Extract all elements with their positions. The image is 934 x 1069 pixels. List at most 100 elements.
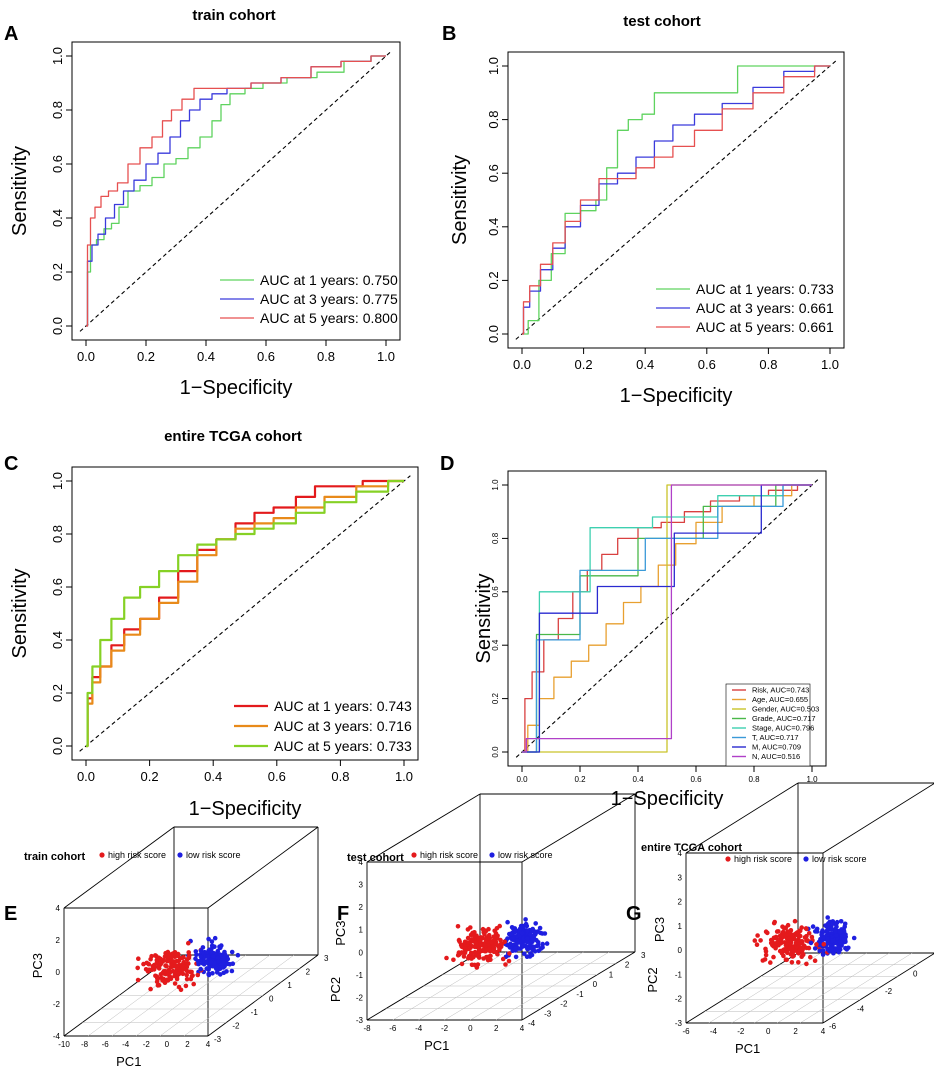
low-risk-point — [851, 935, 857, 941]
low-risk-point — [838, 919, 844, 924]
high-risk-point — [451, 957, 456, 963]
low-risk-point — [537, 925, 543, 931]
y-tick-label: 0.4 — [50, 631, 65, 649]
y-axis-label: Sensitivity — [473, 573, 495, 663]
x-tick-label: 1.0 — [821, 357, 839, 372]
panel-letter: D — [440, 453, 454, 475]
low-risk-point — [828, 947, 834, 952]
x-tick-label: 1.0 — [377, 349, 395, 364]
low-risk-point — [206, 936, 211, 942]
z-tick-label: 3 — [324, 954, 329, 963]
low-risk-point — [529, 952, 535, 958]
low-risk-point — [204, 966, 210, 971]
y-tick-label: 4 — [56, 904, 61, 913]
y-tick-label: 3 — [359, 881, 364, 890]
x-tick-label: 0.6 — [268, 769, 286, 784]
y-axis-label: Sensitivity — [9, 568, 31, 658]
x-tick-label: 0.0 — [513, 357, 531, 372]
y-tick-label: 4 — [678, 849, 683, 858]
roc-line-a-1 — [86, 55, 386, 327]
panel-letter: B — [442, 23, 456, 45]
low-risk-point — [838, 940, 844, 946]
low-risk-point — [507, 945, 513, 950]
x-axis-label: 1−Specificity — [180, 377, 293, 399]
x-tick-label: 0.4 — [204, 769, 222, 784]
high-risk-point — [791, 953, 796, 958]
y-axis-label: Sensitivity — [9, 146, 31, 236]
high-risk-point — [180, 965, 185, 970]
high-risk-point — [184, 976, 190, 982]
panel-letter: F — [337, 903, 349, 925]
low-risk-point — [215, 948, 221, 954]
x-tick-label: 2 — [494, 1024, 499, 1033]
high-risk-point — [152, 965, 157, 971]
high-risk-point — [787, 936, 792, 941]
legend-box — [725, 683, 811, 767]
legend-label: AUC at 1 years: 0.743 — [274, 698, 412, 714]
roc-line-d-6 — [522, 484, 812, 753]
low-risk-point — [842, 921, 848, 927]
panel-letter: A — [4, 23, 18, 45]
high-risk-point — [804, 933, 809, 939]
low-risk-point — [829, 921, 835, 927]
low-risk-point — [214, 970, 220, 975]
low-risk-point — [509, 931, 514, 937]
low-risk-point — [193, 949, 199, 954]
high-risk-point — [806, 931, 812, 936]
high-risk-point — [789, 960, 795, 965]
low-risk-point — [813, 929, 818, 934]
high-risk-point — [804, 926, 809, 932]
z-tick-label: 3 — [641, 951, 646, 960]
chart-title: test cohort — [623, 13, 701, 30]
legend-label: AUC at 1 years: 0.733 — [696, 281, 834, 297]
high-risk-point — [482, 932, 487, 937]
high-risk-point — [149, 953, 154, 959]
x-tick-label: 0.8 — [748, 775, 760, 784]
legend-dot — [411, 852, 417, 858]
plot-frame — [71, 466, 419, 761]
legend-label: M, AUC=0.709 — [752, 743, 801, 752]
low-risk-point — [204, 950, 209, 955]
y-tick-label: 0.0 — [50, 737, 65, 755]
high-risk-point — [165, 958, 170, 964]
x-tick-label: 0.0 — [77, 349, 95, 364]
legend-label: low risk score — [186, 850, 241, 860]
y-tick-label: 0 — [359, 948, 364, 957]
high-risk-point — [790, 945, 795, 951]
low-risk-point — [825, 936, 830, 942]
y-axis-label: Sensitivity — [449, 155, 471, 245]
roc-line-a-3 — [86, 55, 386, 327]
high-risk-point — [777, 948, 783, 954]
x-tick-label: -2 — [143, 1040, 151, 1049]
roc-line-d-7 — [522, 484, 812, 753]
high-risk-point — [465, 935, 471, 941]
low-risk-point — [204, 960, 209, 965]
high-risk-point — [469, 962, 475, 968]
y-axis-label: PC3 — [30, 953, 45, 978]
chart-title: test cohort — [347, 852, 404, 864]
z-tick-label: 0 — [593, 980, 598, 989]
high-risk-point — [135, 965, 140, 971]
high-risk-point — [763, 952, 769, 958]
high-risk-point — [494, 926, 500, 931]
legend-label: high risk score — [420, 850, 478, 860]
y-tick-label: -2 — [356, 993, 364, 1002]
high-risk-point — [476, 953, 482, 958]
z-tick-label: -2 — [232, 1022, 240, 1031]
high-risk-point — [178, 987, 184, 993]
high-risk-point — [158, 961, 164, 966]
high-risk-point — [156, 955, 162, 961]
x-tick-label: 2 — [793, 1027, 798, 1036]
y-tick-label: 0.0 — [50, 317, 65, 335]
low-risk-point — [510, 935, 516, 941]
x-tick-label: 0.0 — [77, 769, 95, 784]
high-risk-point — [502, 939, 508, 945]
high-risk-point — [168, 974, 173, 980]
high-risk-point — [771, 935, 777, 941]
high-risk-point — [168, 964, 174, 970]
high-risk-point — [797, 947, 803, 953]
y-tick-label: 0.0 — [491, 746, 500, 758]
high-risk-point — [503, 962, 508, 967]
